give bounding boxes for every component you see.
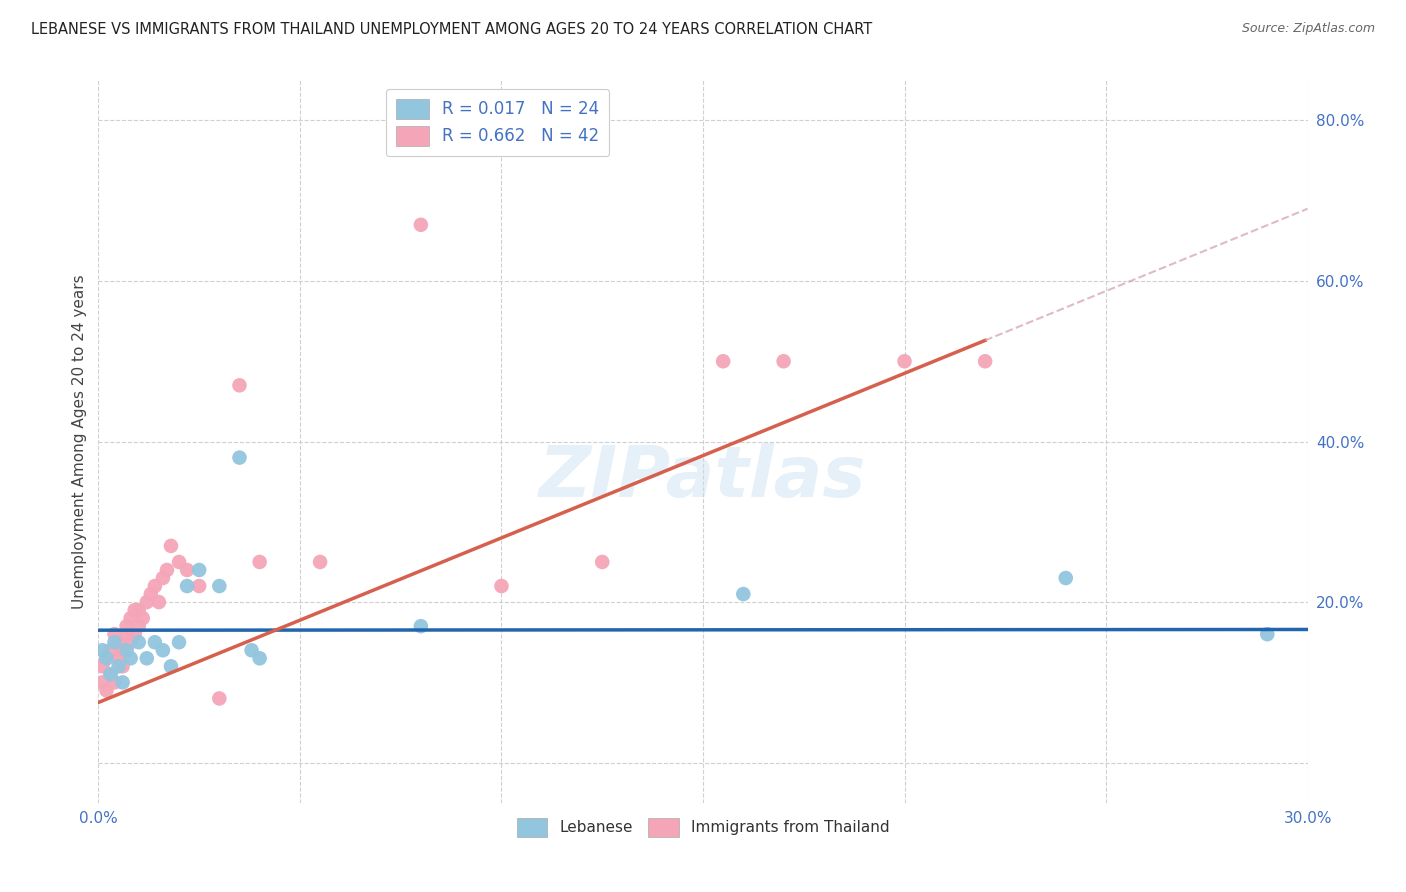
Point <box>107 659 129 673</box>
Point <box>103 675 125 690</box>
Point <box>143 579 166 593</box>
Point <box>111 643 134 657</box>
Point <box>128 635 150 649</box>
Point <box>249 651 271 665</box>
Point <box>160 539 183 553</box>
Point <box>115 619 138 633</box>
Point <box>1256 627 1278 641</box>
Legend: Lebanese, Immigrants from Thailand: Lebanese, Immigrants from Thailand <box>508 809 898 846</box>
Text: LEBANESE VS IMMIGRANTS FROM THAILAND UNEMPLOYMENT AMONG AGES 20 TO 24 YEARS CORR: LEBANESE VS IMMIGRANTS FROM THAILAND UNE… <box>31 22 872 37</box>
Point <box>100 643 122 657</box>
Point <box>96 651 118 665</box>
Point <box>120 651 142 665</box>
Point <box>188 579 211 593</box>
Point <box>115 643 138 657</box>
Point <box>100 667 122 681</box>
Point <box>1054 571 1077 585</box>
Point <box>100 667 122 681</box>
Point <box>128 603 150 617</box>
Point <box>107 635 129 649</box>
Point <box>228 450 250 465</box>
Point <box>156 563 179 577</box>
Point <box>111 675 134 690</box>
Point <box>152 571 174 585</box>
Point <box>160 659 183 673</box>
Point <box>96 651 118 665</box>
Y-axis label: Unemployment Among Ages 20 to 24 years: Unemployment Among Ages 20 to 24 years <box>72 274 87 609</box>
Point <box>115 627 138 641</box>
Point <box>91 675 114 690</box>
Point <box>120 635 142 649</box>
Point <box>91 643 114 657</box>
Point <box>111 659 134 673</box>
Point <box>249 555 271 569</box>
Point <box>240 643 263 657</box>
Point <box>152 643 174 657</box>
Point <box>733 587 755 601</box>
Point <box>132 611 155 625</box>
Point <box>309 555 332 569</box>
Point <box>128 619 150 633</box>
Point <box>167 635 190 649</box>
Point <box>491 579 513 593</box>
Point <box>208 579 231 593</box>
Point <box>228 378 250 392</box>
Point <box>176 563 198 577</box>
Point <box>96 683 118 698</box>
Point <box>591 555 613 569</box>
Text: Source: ZipAtlas.com: Source: ZipAtlas.com <box>1241 22 1375 36</box>
Point <box>124 627 146 641</box>
Point <box>143 635 166 649</box>
Point <box>893 354 915 368</box>
Point <box>135 595 157 609</box>
Point <box>208 691 231 706</box>
Point <box>167 555 190 569</box>
Point <box>188 563 211 577</box>
Point <box>148 595 170 609</box>
Point <box>176 579 198 593</box>
Point <box>124 603 146 617</box>
Point <box>772 354 794 368</box>
Point <box>103 635 125 649</box>
Point <box>409 619 432 633</box>
Point <box>107 651 129 665</box>
Point <box>135 651 157 665</box>
Point <box>120 611 142 625</box>
Point <box>91 659 114 673</box>
Point <box>711 354 734 368</box>
Text: ZIPatlas: ZIPatlas <box>540 443 866 512</box>
Point <box>103 627 125 641</box>
Point <box>409 218 432 232</box>
Point <box>139 587 162 601</box>
Point <box>974 354 997 368</box>
